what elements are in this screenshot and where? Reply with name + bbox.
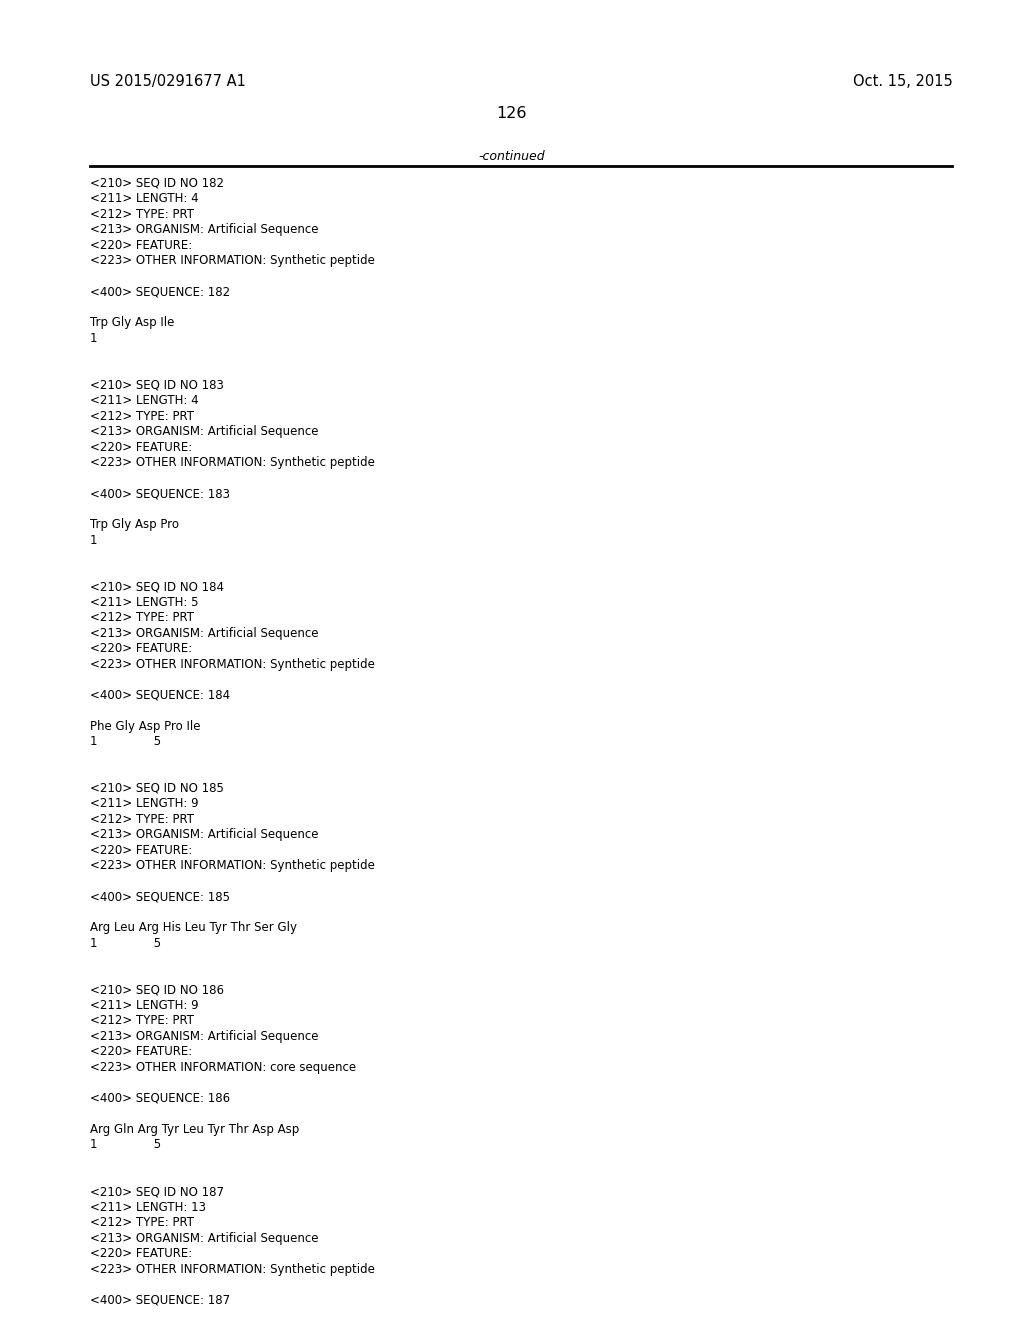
Text: 1               5: 1 5 [90, 937, 161, 950]
Text: <210> SEQ ID NO 184: <210> SEQ ID NO 184 [90, 581, 224, 593]
Text: <400> SEQUENCE: 184: <400> SEQUENCE: 184 [90, 689, 230, 702]
Text: <210> SEQ ID NO 183: <210> SEQ ID NO 183 [90, 379, 224, 392]
Text: <210> SEQ ID NO 186: <210> SEQ ID NO 186 [90, 983, 224, 997]
Text: <220> FEATURE:: <220> FEATURE: [90, 441, 193, 454]
Text: 126: 126 [497, 106, 527, 120]
Text: -continued: -continued [478, 150, 546, 164]
Text: 1: 1 [90, 533, 97, 546]
Text: <220> FEATURE:: <220> FEATURE: [90, 642, 193, 655]
Text: <211> LENGTH: 9: <211> LENGTH: 9 [90, 999, 199, 1012]
Text: <211> LENGTH: 4: <211> LENGTH: 4 [90, 193, 199, 206]
Text: <210> SEQ ID NO 185: <210> SEQ ID NO 185 [90, 781, 224, 795]
Text: <212> TYPE: PRT: <212> TYPE: PRT [90, 813, 195, 826]
Text: <400> SEQUENCE: 183: <400> SEQUENCE: 183 [90, 487, 230, 500]
Text: <220> FEATURE:: <220> FEATURE: [90, 1247, 193, 1261]
Text: <213> ORGANISM: Artificial Sequence: <213> ORGANISM: Artificial Sequence [90, 1232, 318, 1245]
Text: <212> TYPE: PRT: <212> TYPE: PRT [90, 409, 195, 422]
Text: 1               5: 1 5 [90, 1138, 161, 1151]
Text: <211> LENGTH: 9: <211> LENGTH: 9 [90, 797, 199, 810]
Text: Oct. 15, 2015: Oct. 15, 2015 [853, 74, 952, 88]
Text: <211> LENGTH: 13: <211> LENGTH: 13 [90, 1201, 206, 1213]
Text: <223> OTHER INFORMATION: core sequence: <223> OTHER INFORMATION: core sequence [90, 1061, 356, 1074]
Text: <400> SEQUENCE: 186: <400> SEQUENCE: 186 [90, 1092, 230, 1105]
Text: <220> FEATURE:: <220> FEATURE: [90, 1045, 193, 1059]
Text: 1: 1 [90, 333, 97, 345]
Text: Phe Gly Asp Pro Ile: Phe Gly Asp Pro Ile [90, 719, 201, 733]
Text: <213> ORGANISM: Artificial Sequence: <213> ORGANISM: Artificial Sequence [90, 1030, 318, 1043]
Text: <212> TYPE: PRT: <212> TYPE: PRT [90, 1216, 195, 1229]
Text: <210> SEQ ID NO 182: <210> SEQ ID NO 182 [90, 177, 224, 190]
Text: <212> TYPE: PRT: <212> TYPE: PRT [90, 207, 195, 220]
Text: <213> ORGANISM: Artificial Sequence: <213> ORGANISM: Artificial Sequence [90, 627, 318, 640]
Text: <223> OTHER INFORMATION: Synthetic peptide: <223> OTHER INFORMATION: Synthetic pepti… [90, 255, 375, 268]
Text: <213> ORGANISM: Artificial Sequence: <213> ORGANISM: Artificial Sequence [90, 829, 318, 841]
Text: <220> FEATURE:: <220> FEATURE: [90, 843, 193, 857]
Text: Arg Leu Arg His Leu Tyr Thr Ser Gly: Arg Leu Arg His Leu Tyr Thr Ser Gly [90, 921, 297, 935]
Text: <213> ORGANISM: Artificial Sequence: <213> ORGANISM: Artificial Sequence [90, 425, 318, 438]
Text: <212> TYPE: PRT: <212> TYPE: PRT [90, 1014, 195, 1027]
Text: Trp Gly Asp Pro: Trp Gly Asp Pro [90, 519, 179, 531]
Text: US 2015/0291677 A1: US 2015/0291677 A1 [90, 74, 246, 88]
Text: <400> SEQUENCE: 187: <400> SEQUENCE: 187 [90, 1294, 230, 1307]
Text: Arg Gln Arg Tyr Leu Tyr Thr Asp Asp: Arg Gln Arg Tyr Leu Tyr Thr Asp Asp [90, 1123, 299, 1137]
Text: <220> FEATURE:: <220> FEATURE: [90, 239, 193, 252]
Text: <211> LENGTH: 5: <211> LENGTH: 5 [90, 595, 199, 609]
Text: <223> OTHER INFORMATION: Synthetic peptide: <223> OTHER INFORMATION: Synthetic pepti… [90, 859, 375, 873]
Text: Trp Gly Asp Ile: Trp Gly Asp Ile [90, 317, 174, 330]
Text: <400> SEQUENCE: 185: <400> SEQUENCE: 185 [90, 890, 230, 903]
Text: <213> ORGANISM: Artificial Sequence: <213> ORGANISM: Artificial Sequence [90, 223, 318, 236]
Text: <223> OTHER INFORMATION: Synthetic peptide: <223> OTHER INFORMATION: Synthetic pepti… [90, 657, 375, 671]
Text: <223> OTHER INFORMATION: Synthetic peptide: <223> OTHER INFORMATION: Synthetic pepti… [90, 1262, 375, 1275]
Text: <223> OTHER INFORMATION: Synthetic peptide: <223> OTHER INFORMATION: Synthetic pepti… [90, 457, 375, 469]
Text: 1               5: 1 5 [90, 735, 161, 748]
Text: <211> LENGTH: 4: <211> LENGTH: 4 [90, 393, 199, 407]
Text: <210> SEQ ID NO 187: <210> SEQ ID NO 187 [90, 1185, 224, 1199]
Text: <400> SEQUENCE: 182: <400> SEQUENCE: 182 [90, 285, 230, 298]
Text: <212> TYPE: PRT: <212> TYPE: PRT [90, 611, 195, 624]
